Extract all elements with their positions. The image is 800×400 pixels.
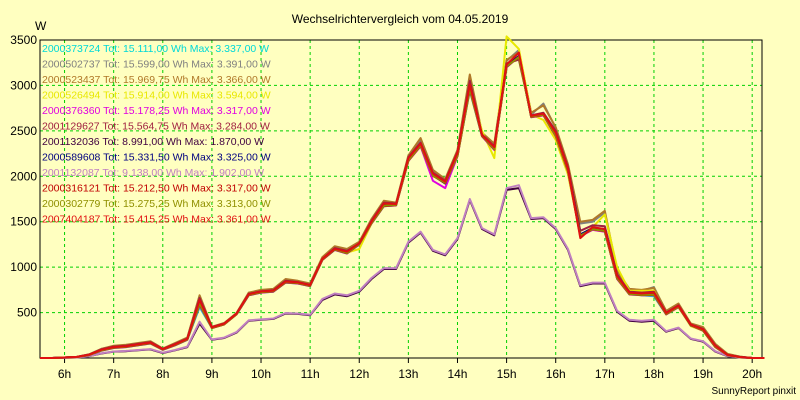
legend: 2000373724 Tot: 15.111,00 Wh Max: 3.337,… [42,43,271,226]
legend-entry: 2000376360 Tot: 15.178,25 Wh Max: 3.317,… [42,105,271,117]
legend-entry: 2001132087 Tot: 9.138,00 Wh Max: 1.902,0… [42,167,264,179]
x-tick-label: 20h [742,367,762,381]
legend-entry: 2000502737 Tot: 15.599,00 Wh Max: 3.391,… [42,59,271,71]
legend-entry: 2000373724 Tot: 15.111,00 Wh Max: 3.337,… [42,43,269,55]
y-axis-label: W [35,19,47,33]
y-tick-label: 3500 [10,33,37,47]
x-tick-label: 12h [349,367,369,381]
x-tick-label: 14h [447,367,467,381]
y-tick-label: 3000 [10,78,37,92]
y-tick-label: 2500 [10,124,37,138]
x-tick-label: 17h [595,367,615,381]
series-line-9 [40,184,765,359]
legend-entry: 2000302779 Tot: 15.275,25 Wh Max: 3.313,… [42,198,271,210]
x-tick-label: 16h [546,367,566,381]
legend-entry: 2001132036 Tot: 8.991,00 Wh Max: 1.870,0… [42,136,264,148]
x-tick-label: 15h [497,367,517,381]
x-tick-label: 13h [398,367,418,381]
chart-title: Wechselrichtervergleich vom 04.05.2019 [292,12,509,26]
series-line-12 [40,51,765,359]
credit-text: SunnyReport pinxit [712,386,797,397]
y-tick-label: 1500 [10,215,37,229]
legend-entry: 2000316121 Tot: 15.212,50 Wh Max: 3.317,… [42,183,271,195]
x-tick-label: 10h [251,367,271,381]
legend-entry: 2007404187 Tot: 15.415,25 Wh Max: 3.361,… [42,214,271,226]
x-tick-label: 11h [301,367,320,381]
x-tick-label: 18h [644,367,664,381]
y-tick-label: 500 [17,306,37,320]
x-tick-label: 8h [156,367,169,381]
y-tick-label: 2000 [10,169,37,183]
x-tick-label: 6h [58,367,71,381]
legend-entry: 2000526494 Tot: 15.914,00 Wh Max: 3.594,… [42,90,271,102]
legend-entry: 2000589608 Tot: 15.331,50 Wh Max: 3.325,… [42,152,271,164]
axes: 6h 7h 8h 9h 10h 11h 12h 13h 14h 15h 16h 17h 18h 19h 20… [10,33,763,381]
x-tick-label: 19h [693,367,713,381]
x-tick-label: 7h [107,367,120,381]
y-tick-label: 1000 [10,260,37,274]
plot-frame [39,39,763,359]
legend-entry: 2000523437 Tot: 15.969,75 Wh Max: 3.366,… [42,74,271,86]
x-tick-label: 9h [205,367,218,381]
series-lines [40,35,765,359]
legend-entry: 2001129627 Tot: 15.564,75 Wh Max: 3.284,… [42,121,270,133]
